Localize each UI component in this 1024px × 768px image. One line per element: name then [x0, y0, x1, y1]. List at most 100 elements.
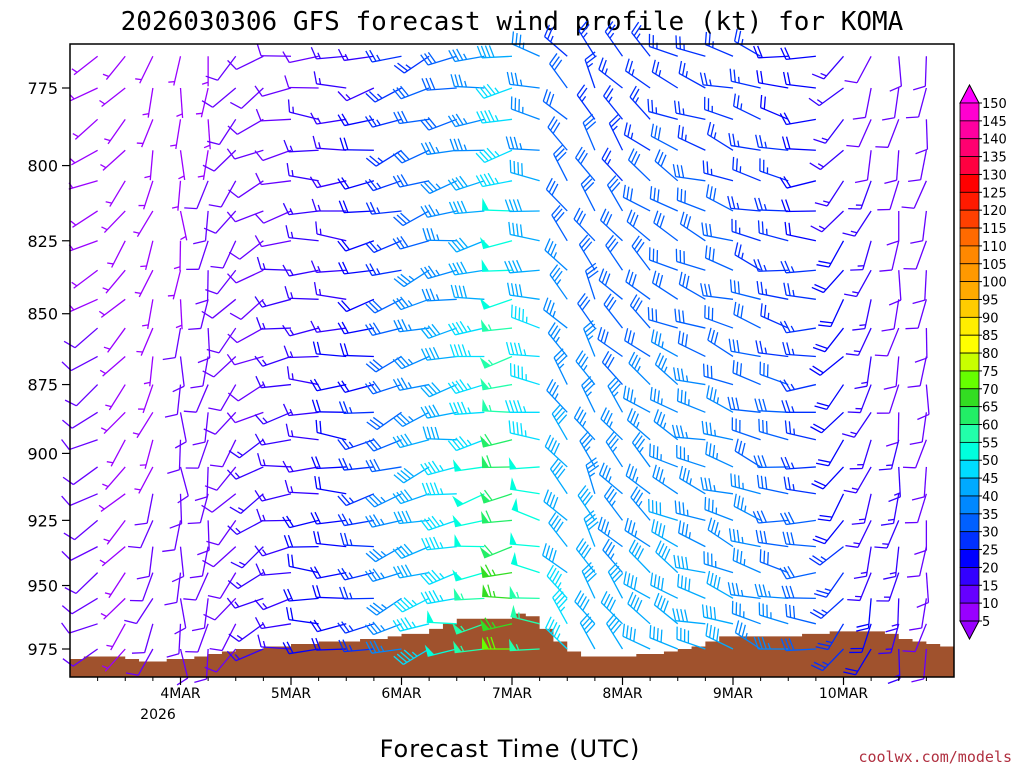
wind-barb	[874, 327, 900, 357]
wind-barb	[759, 94, 789, 120]
wind-barb	[176, 648, 189, 686]
wind-barb	[479, 489, 513, 504]
wind-barb	[812, 327, 845, 353]
wind-barb	[653, 409, 679, 441]
wind-barb	[61, 622, 98, 634]
wind-barb	[197, 150, 209, 180]
wind-barb	[448, 48, 485, 63]
wind-barb	[547, 116, 568, 151]
wind-barb	[392, 296, 430, 311]
wind-barb	[309, 176, 347, 189]
wind-barb	[310, 260, 347, 273]
wind-barb	[475, 83, 513, 99]
colorbar-label: 90	[982, 311, 999, 326]
wind-barb	[173, 240, 182, 271]
wind-barb	[420, 346, 457, 361]
wind-barb	[365, 514, 402, 528]
wind-barb	[677, 573, 706, 599]
wind-barb	[814, 384, 845, 411]
wind-barb	[254, 149, 292, 162]
wind-barb	[337, 567, 375, 581]
wind-barb	[509, 532, 540, 548]
wind-barb	[624, 328, 651, 358]
wind-barb	[849, 439, 872, 470]
colorbar-swatch	[959, 174, 980, 193]
wind-barb	[140, 240, 154, 271]
colorbar-label: 60	[982, 419, 999, 434]
wind-barb	[205, 269, 237, 295]
wind-barb	[62, 411, 98, 429]
wind-barb	[393, 510, 430, 525]
wind-barb	[876, 572, 900, 602]
wind-barb	[678, 271, 706, 300]
wind-barb	[420, 52, 457, 66]
wind-barb	[883, 546, 900, 580]
wind-barb	[136, 546, 154, 580]
wind-barb	[422, 426, 457, 441]
x-tick-label: 4MAR	[160, 686, 201, 702]
wind-barb	[623, 571, 651, 599]
wind-barb	[227, 519, 264, 536]
wind-barb	[365, 240, 402, 254]
wind-barb	[818, 299, 845, 328]
wind-barb	[701, 222, 734, 242]
wind-barb	[598, 268, 623, 300]
wind-barb	[631, 235, 651, 271]
wind-barb	[450, 284, 485, 300]
wind-barb	[475, 172, 513, 188]
wind-barb	[61, 597, 98, 615]
wind-barb	[61, 546, 98, 561]
colorbar-swatch	[959, 388, 980, 408]
wind-barb	[100, 597, 126, 620]
wind-barb	[508, 420, 540, 441]
wind-barb	[759, 549, 789, 574]
wind-barb	[544, 434, 568, 468]
wind-barb	[170, 119, 182, 150]
wind-barb	[808, 546, 844, 566]
wind-barb	[779, 511, 816, 526]
wind-barb	[783, 476, 816, 495]
wind-barb	[701, 420, 734, 441]
wind-barb	[337, 87, 375, 102]
wind-barb	[421, 536, 457, 551]
wind-barb	[479, 297, 513, 310]
wind-barb	[549, 53, 568, 89]
wind-barb	[61, 355, 98, 372]
colorbar-label: 55	[982, 436, 999, 451]
wind-barb	[285, 423, 319, 441]
wind-barb	[68, 240, 98, 252]
wind-barb	[104, 118, 126, 145]
wind-barb	[171, 546, 185, 583]
colorbar-label: 100	[982, 276, 1007, 291]
wind-barb	[809, 597, 844, 619]
wind-barb	[203, 210, 237, 234]
wind-barb	[365, 149, 402, 167]
wind-barb	[732, 360, 761, 386]
wind-barb	[101, 648, 126, 672]
wind-barb	[509, 363, 540, 386]
wind-barb	[600, 590, 623, 625]
wind-barb	[315, 419, 347, 441]
wind-barb	[598, 57, 623, 89]
wind-barb	[583, 510, 599, 547]
wind-barb	[785, 603, 817, 625]
wind-barb	[780, 638, 816, 652]
wind-barb	[208, 180, 237, 208]
wind-barb	[674, 500, 706, 521]
wind-barb	[608, 113, 624, 151]
wind-barb	[450, 74, 485, 89]
wind-barb	[167, 270, 182, 300]
colorbar-bottom-arrow	[959, 620, 980, 641]
wind-barb	[227, 384, 264, 402]
wind-barb	[679, 465, 706, 495]
wind-barb	[602, 538, 623, 574]
wind-barb	[449, 344, 485, 358]
wind-barb	[875, 119, 900, 148]
wind-barb	[810, 411, 844, 434]
colorbar-label: 15	[982, 579, 999, 594]
wind-barb	[134, 269, 154, 298]
wind-barb	[226, 597, 264, 609]
wind-barb	[254, 411, 292, 425]
wind-barb	[622, 184, 651, 212]
wind-barb	[598, 462, 623, 495]
